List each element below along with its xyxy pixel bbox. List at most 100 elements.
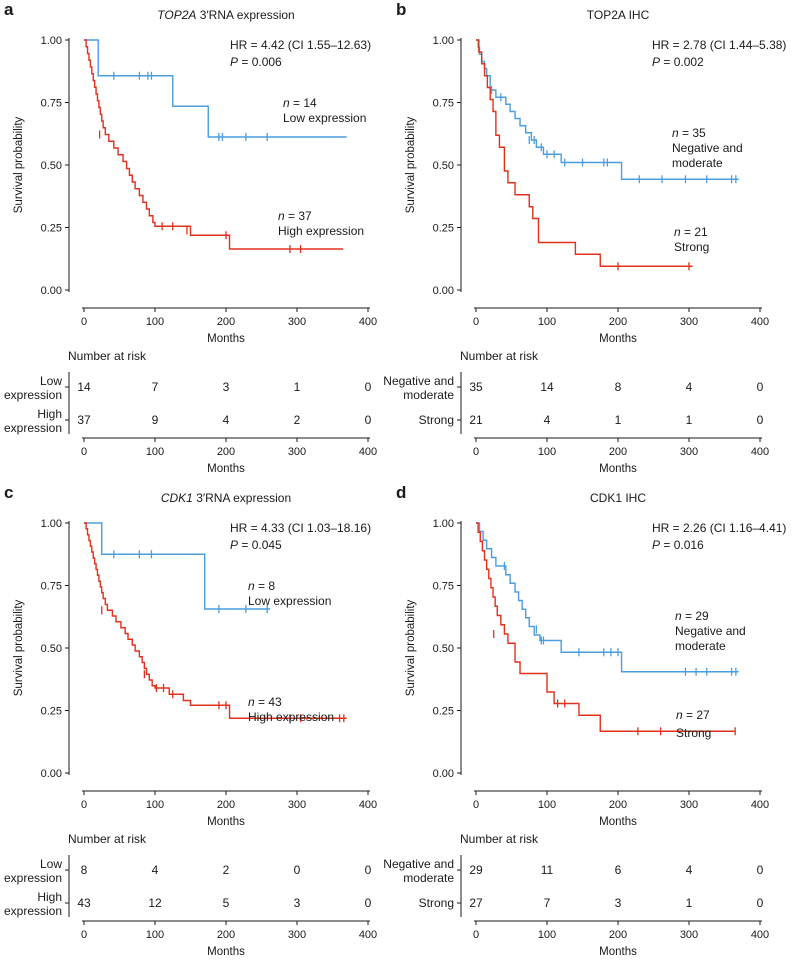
n-symbol: n <box>676 708 683 722</box>
group-label: moderate <box>672 156 723 170</box>
risk-cell: 7 <box>152 380 159 394</box>
risk-cell: 9 <box>152 413 159 427</box>
km-curve-high <box>84 39 344 250</box>
risk-x-axis-label: Months <box>207 463 245 475</box>
risk-cell: 11 <box>541 863 554 877</box>
risk-cell: 1 <box>686 896 693 910</box>
x-tick-label: 200 <box>609 799 627 811</box>
group-label: Strong <box>674 240 709 254</box>
chart-title: TOP2A 3′RNA expression <box>157 8 294 22</box>
risk-x-tick-label: 400 <box>359 446 377 458</box>
risk-cell: 21 <box>469 413 483 427</box>
y-tick-label: 0.25 <box>41 706 62 718</box>
p-value: P = 0.006 <box>230 55 282 69</box>
y-tick-label: 0.50 <box>433 160 454 172</box>
panel-letter: c <box>4 483 13 502</box>
panel-letter: d <box>396 483 406 502</box>
p-symbol: P <box>230 55 238 69</box>
risk-cell: 2 <box>223 863 230 877</box>
group-label: High expression <box>248 710 334 724</box>
km-curve-high <box>476 39 693 267</box>
panel-letter: b <box>396 0 406 19</box>
risk-x-axis-label: Months <box>599 463 637 475</box>
km-curve-low <box>84 39 347 138</box>
y-tick-label: 0.00 <box>433 285 454 297</box>
risk-x-tick-label: 100 <box>146 929 164 941</box>
hazard-ratio: HR = 2.26 (CI 1.16–4.41) <box>652 521 786 535</box>
km-curve-low <box>476 522 739 673</box>
risk-cell: 7 <box>544 896 551 910</box>
risk-table-title: Number at risk <box>68 832 147 846</box>
x-tick-label: 200 <box>217 799 235 811</box>
x-axis-label: Months <box>207 333 245 345</box>
x-axis-label: Months <box>599 816 637 828</box>
y-tick-label: 1.00 <box>41 35 62 47</box>
risk-row-label: expression <box>4 421 62 435</box>
risk-cell: 27 <box>469 896 483 910</box>
n-symbol: n <box>672 126 679 140</box>
group-label: Low expression <box>248 594 331 608</box>
risk-x-tick-label: 0 <box>81 929 87 941</box>
title-text: TOP2A IHC <box>587 8 650 22</box>
y-tick-label: 0.25 <box>41 223 62 235</box>
risk-row-label: expression <box>4 904 62 918</box>
p-value: P = 0.002 <box>652 55 704 69</box>
risk-row-label: expression <box>4 871 62 885</box>
x-tick-label: 200 <box>609 316 627 328</box>
panel-d: d CDK1 IHC 0.00 0.25 0.50 0.75 1.00 Survival pr… <box>383 483 786 958</box>
n-symbol: n <box>278 209 285 223</box>
risk-cell: 0 <box>365 380 372 394</box>
n-value: = 37 <box>285 209 312 223</box>
n-value: = 8 <box>255 579 276 593</box>
y-tick-label: 1.00 <box>433 518 454 530</box>
n-value: = 27 <box>683 708 710 722</box>
group-label: Negative and <box>675 624 746 638</box>
risk-row-label: Negative and <box>383 374 454 388</box>
risk-x-tick-label: 400 <box>359 929 377 941</box>
risk-row-label: Low <box>40 374 62 388</box>
risk-x-tick-label: 300 <box>680 446 698 458</box>
group-label: Negative and <box>672 141 743 155</box>
p-symbol: P <box>652 538 660 552</box>
p-value: P = 0.016 <box>652 538 704 552</box>
y-tick-label: 1.00 <box>433 35 454 47</box>
risk-x-axis-label: Months <box>599 946 637 958</box>
risk-x-tick-label: 300 <box>680 929 698 941</box>
n-label: n = 14 <box>283 96 317 110</box>
risk-x-tick-label: 400 <box>751 929 769 941</box>
risk-table-title: Number at risk <box>68 349 147 363</box>
x-tick-label: 400 <box>359 799 377 811</box>
p-number: = 0.002 <box>660 55 704 69</box>
risk-x-tick-label: 100 <box>146 446 164 458</box>
risk-cell: 0 <box>757 380 764 394</box>
risk-x-tick-label: 200 <box>217 446 235 458</box>
risk-x-tick-label: 0 <box>473 446 479 458</box>
x-tick-label: 0 <box>81 799 87 811</box>
panel-b: b TOP2A IHC 0.00 0.25 0.50 0.75 1.00 Survival p… <box>383 0 786 475</box>
risk-cell: 8 <box>81 863 88 877</box>
risk-cell: 6 <box>615 863 622 877</box>
km-curve-high <box>476 522 736 732</box>
p-symbol: P <box>230 538 238 552</box>
hazard-ratio: HR = 4.42 (CI 1.55–12.63) <box>230 38 371 52</box>
n-label: n = 37 <box>278 209 312 223</box>
x-tick-label: 100 <box>146 799 164 811</box>
risk-x-tick-label: 200 <box>609 929 627 941</box>
n-symbol: n <box>674 225 681 239</box>
y-tick-label: 0.75 <box>41 98 62 110</box>
risk-row-label: expression <box>4 388 62 402</box>
p-number: = 0.045 <box>238 538 282 552</box>
p-symbol: P <box>652 55 660 69</box>
title-gene: CDK1 <box>161 491 193 505</box>
x-tick-label: 0 <box>81 316 87 328</box>
risk-row-label: Negative and <box>383 857 454 871</box>
group-label: High expression <box>278 224 364 238</box>
risk-row-label: Strong <box>419 413 454 427</box>
n-value: = 35 <box>679 126 706 140</box>
group-label: Strong <box>676 726 711 740</box>
risk-row-label: Strong <box>419 896 454 910</box>
x-tick-label: 400 <box>751 316 769 328</box>
title-gene: TOP2A <box>157 8 196 22</box>
risk-x-tick-label: 100 <box>538 929 556 941</box>
risk-cell: 14 <box>77 380 91 394</box>
